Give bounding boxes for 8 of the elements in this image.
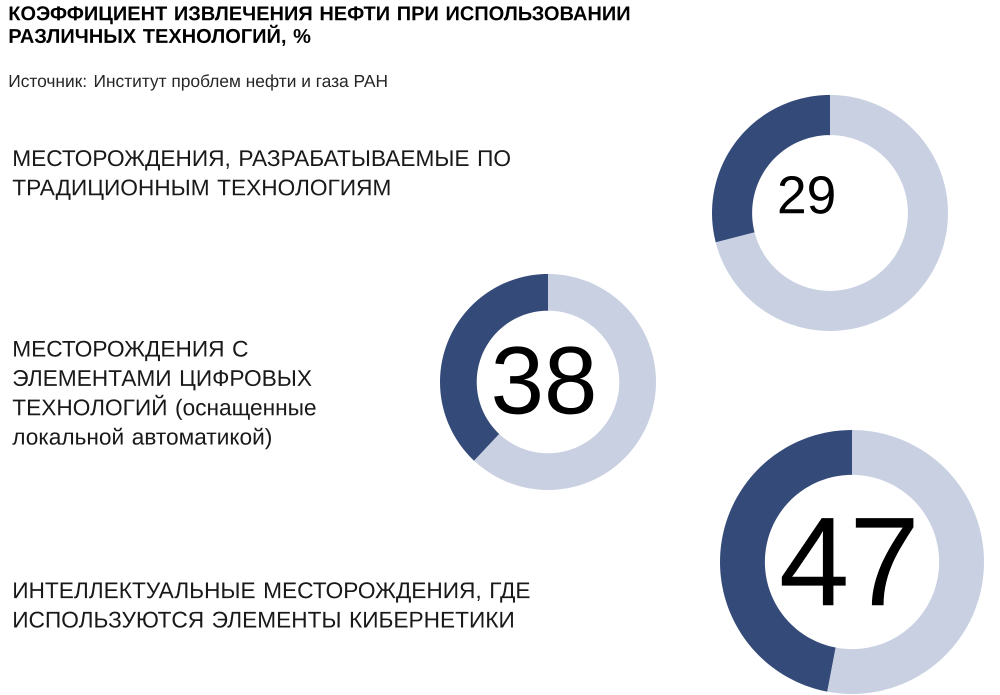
data-label: 38 xyxy=(494,346,594,414)
data-label: 47 xyxy=(782,518,914,606)
text: КОЭФФИЦИЕНТ ИЗВЛЕЧЕНИЯ НЕФТИ ПРИ ИСПОЛЬЗОВАНИИ РАЗЛИЧНЫХ ТЕХНОЛОГИЙ, % xyxy=(10,6,630,46)
text: ИНТЕЛЛЕКТУАЛЬНЫЕ МЕСТОРОЖДЕНИЯ, ГДЕ ИСПОЛЬЗУЮТСЯ ЭЛЕМЕНТЫ КИБЕРНЕТИКИ xyxy=(14,582,530,628)
text: МЕСТОРОЖДЕНИЯ, РАЗРАБАТЫВАЕМЫЕ ПО ТРАДИЦИОННЫМ ТЕХНОЛОГИЯМ xyxy=(12,150,510,200)
text: МЕСТОРОЖДЕНИЯ С ЭЛЕМЕНТАМИ ЦИФРОВЫХ ТЕХНОЛОГИЙ (оснащенные локальной автоматикой) xyxy=(12,340,316,450)
text: Источник: Институт проблем нефти и газа РАН xyxy=(10,74,387,91)
data-label: 29 xyxy=(780,176,834,214)
